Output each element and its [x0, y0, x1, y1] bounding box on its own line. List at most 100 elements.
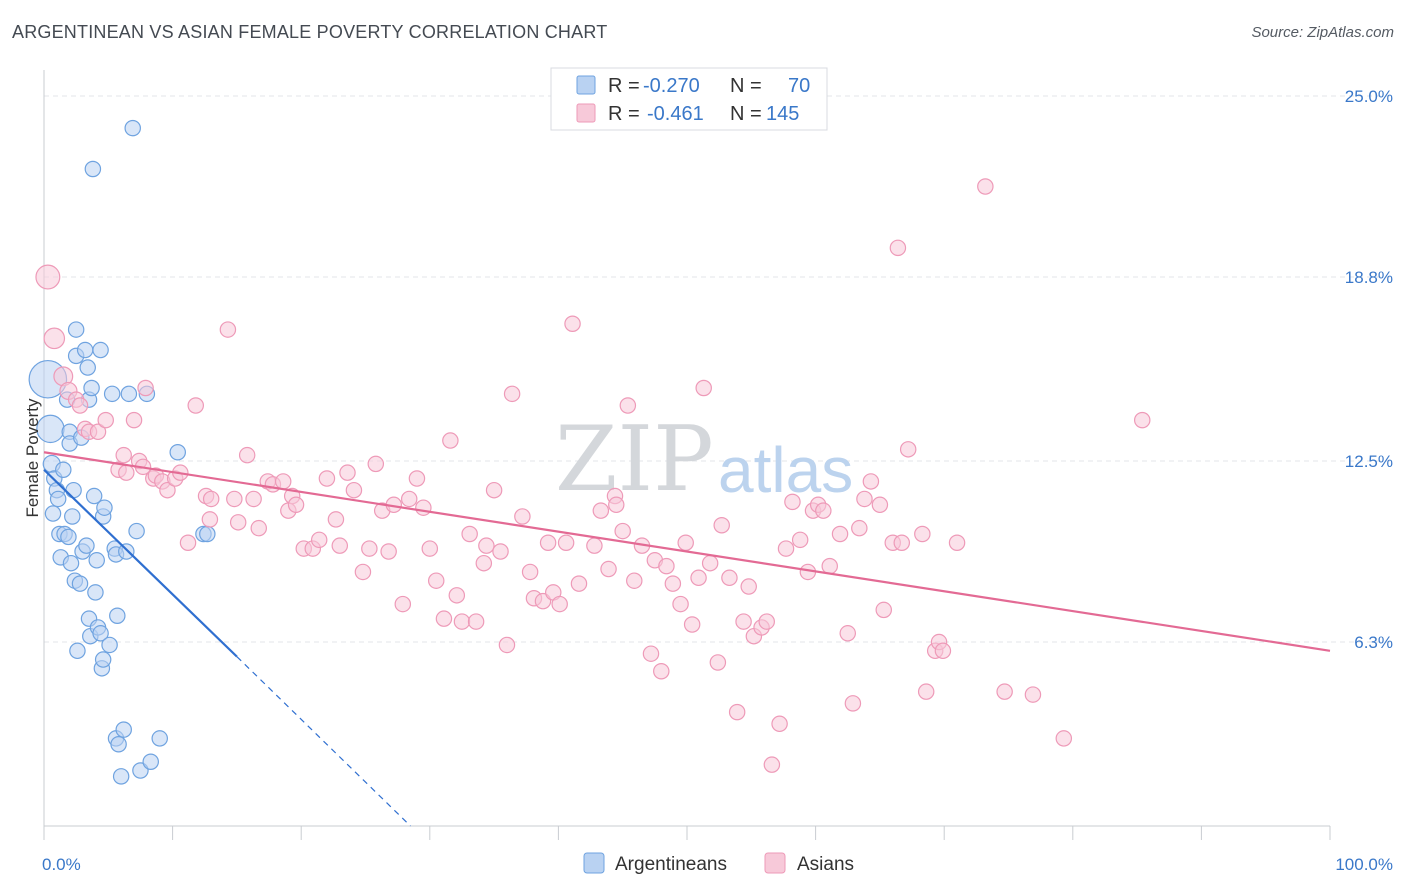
- source-label: Source: ZipAtlas.com: [1251, 24, 1394, 41]
- point-argentineans-38: [92, 625, 109, 642]
- point-asians-58: [421, 540, 439, 557]
- point-argentineans-43: [101, 636, 118, 654]
- point-asians-1: [43, 327, 66, 350]
- point-asians-110: [758, 613, 775, 630]
- point-argentineans-9: [55, 461, 72, 479]
- point-argentineans-55: [128, 522, 145, 540]
- point-asians-66: [475, 554, 493, 572]
- point-asians-126: [862, 473, 880, 490]
- point-asians-61: [442, 432, 459, 449]
- point-asians-8: [89, 423, 107, 441]
- point-asians-99: [690, 569, 707, 587]
- y-tick-label-2: 18.8%: [1345, 268, 1393, 287]
- point-argentineans-17: [65, 481, 82, 499]
- point-asians-5: [71, 397, 89, 414]
- point-asians-140: [996, 683, 1013, 700]
- point-asians-65: [467, 613, 485, 630]
- trend-line-extension-argentineans: [236, 656, 411, 827]
- point-asians-89: [626, 572, 643, 589]
- legend-r-value-asians: -0.461: [647, 103, 704, 125]
- point-asians-124: [851, 519, 868, 537]
- watermark-atlas-text: atlas: [718, 434, 853, 506]
- point-asians-83: [592, 502, 610, 519]
- point-asians-47: [345, 481, 363, 499]
- point-asians-70: [498, 636, 516, 654]
- point-asians-130: [889, 239, 907, 257]
- point-argentineans-25: [76, 341, 94, 359]
- point-asians-42: [310, 531, 328, 549]
- point-asians-112: [771, 715, 788, 733]
- point-asians-49: [361, 540, 378, 557]
- point-asians-91: [642, 645, 660, 662]
- series-legend-label-asians: Asians: [797, 854, 854, 875]
- legend-n-label-asians: N =: [730, 103, 762, 125]
- point-asians-69: [492, 543, 509, 560]
- point-argentineans-52: [118, 543, 135, 560]
- point-asians-100: [695, 379, 712, 397]
- point-argentineans-16: [64, 508, 81, 525]
- point-asians-9: [97, 411, 114, 429]
- point-asians-113: [777, 540, 795, 557]
- point-asians-122: [839, 625, 856, 642]
- point-asians-59: [427, 572, 445, 589]
- point-argentineans-51: [112, 768, 130, 785]
- point-asians-121: [831, 525, 849, 543]
- point-argentineans-6: [49, 490, 67, 508]
- point-asians-24: [187, 397, 204, 414]
- point-asians-120: [821, 557, 838, 575]
- trend-line-argentineans: [43, 468, 238, 658]
- point-argentineans-33: [85, 487, 103, 505]
- point-asians-39: [287, 496, 305, 514]
- point-argentineans-37: [92, 341, 109, 359]
- point-argentineans-54: [124, 119, 141, 137]
- legend-n-value-asians: 145: [766, 103, 799, 125]
- point-asians-55: [400, 490, 418, 508]
- y-tick-label-0: 6.3%: [1354, 633, 1393, 652]
- point-asians-46: [339, 464, 356, 481]
- x-tick-label-0: 0.0%: [42, 855, 81, 874]
- point-asians-16: [137, 379, 154, 397]
- point-argentineans-49: [110, 735, 127, 753]
- point-asians-119: [815, 502, 832, 519]
- trend-line-asians: [43, 451, 1331, 652]
- point-asians-71: [503, 385, 521, 403]
- grid-lines: [44, 95, 1394, 643]
- point-argentineans-31: [83, 379, 100, 397]
- point-argentineans-59: [151, 730, 168, 747]
- point-asians-78: [551, 595, 568, 613]
- point-argentineans-42: [94, 651, 112, 668]
- legend-swatch-asians: [576, 103, 596, 123]
- point-asians-111: [763, 756, 781, 773]
- axes: [43, 70, 1331, 840]
- point-argentineans-22: [71, 575, 89, 592]
- point-asians-33: [250, 519, 268, 537]
- point-asians-43: [318, 470, 336, 487]
- watermark-zip-text: ZIP: [555, 407, 714, 512]
- point-asians-88: [619, 397, 637, 414]
- y-axis-title: Female Poverty: [23, 398, 42, 518]
- point-asians-62: [448, 587, 466, 604]
- point-argentineans-19: [67, 321, 85, 338]
- point-argentineans-35: [88, 552, 105, 569]
- legend-n-value-argentineans: 70: [788, 75, 810, 97]
- point-asians-12: [118, 464, 135, 481]
- point-asians-72: [514, 508, 531, 525]
- legend-r-label-argentineans: R =: [608, 75, 640, 97]
- point-asians-67: [478, 537, 495, 554]
- point-asians-114: [784, 493, 801, 511]
- point-asians-94: [658, 557, 675, 575]
- point-asians-133: [914, 525, 931, 543]
- point-asians-142: [1055, 730, 1073, 747]
- point-asians-115: [791, 531, 809, 549]
- point-asians-96: [672, 595, 689, 613]
- series-legend: Argentineans Asians: [583, 852, 854, 875]
- point-asians-127: [871, 496, 889, 514]
- point-asians-32: [245, 490, 262, 508]
- point-asians-97: [677, 534, 694, 552]
- point-asians-95: [664, 575, 682, 592]
- point-asians-123: [844, 695, 862, 712]
- point-asians-57: [415, 499, 432, 516]
- point-asians-104: [721, 569, 738, 587]
- point-asians-20: [159, 481, 176, 499]
